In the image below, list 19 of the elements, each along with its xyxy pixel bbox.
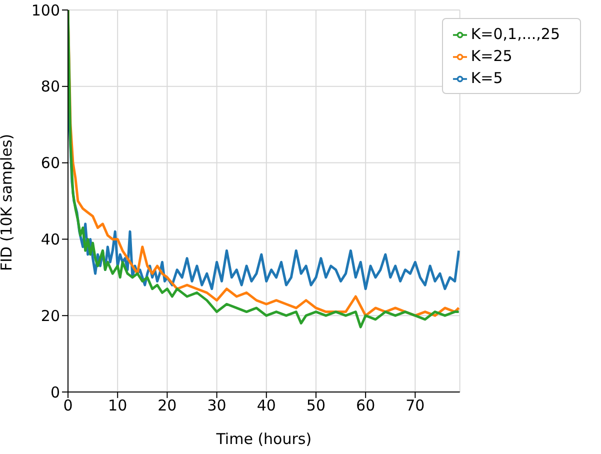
y-tick-label: 80 (40, 78, 60, 96)
legend-label: K=25 (470, 47, 512, 65)
x-tick-label: 60 (356, 396, 376, 415)
x-tick-label: 10 (108, 396, 128, 415)
y-tick-label: 20 (40, 306, 60, 325)
y-tick-label: 60 (40, 154, 60, 172)
x-tick-label: 0 (63, 396, 73, 415)
x-tick-label: 30 (207, 396, 226, 415)
x-tick-label: 50 (306, 396, 326, 415)
x-axis-title: Time (hours) (215, 430, 312, 448)
legend-label: K=0,1,...,25 (470, 25, 560, 43)
y-tick-label: 0 (50, 383, 60, 402)
x-tick-label: 20 (158, 396, 177, 415)
x-tick-label: 70 (406, 396, 425, 415)
y-axis-title: FID (10K samples) (0, 134, 16, 271)
legend-label: K=5 (470, 69, 503, 87)
y-tick-label: 100 (31, 1, 60, 20)
x-tick-label: 40 (256, 396, 276, 415)
y-tick-label: 40 (40, 230, 60, 249)
